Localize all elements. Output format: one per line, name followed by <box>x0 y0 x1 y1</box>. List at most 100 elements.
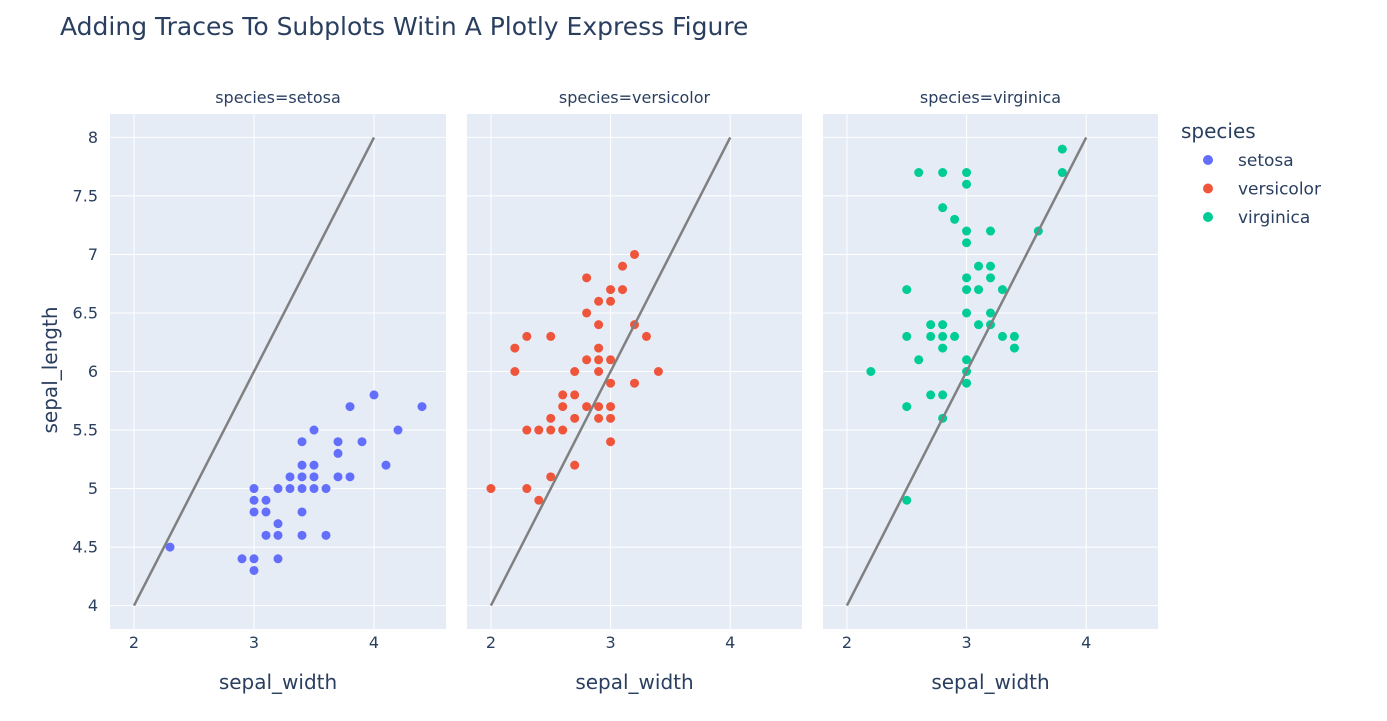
data-point <box>285 472 295 482</box>
legend-item-virginica[interactable]: virginica <box>1203 208 1310 228</box>
data-point <box>393 425 403 435</box>
x-tick-label: 4 <box>369 633 379 652</box>
legend-item-versicolor[interactable]: versicolor <box>1203 180 1321 200</box>
data-point <box>594 413 604 423</box>
data-point <box>417 402 427 412</box>
x-tick-label: 4 <box>725 633 735 652</box>
points-versicolor <box>486 249 663 505</box>
data-point <box>594 320 604 330</box>
data-point <box>926 390 936 400</box>
data-point <box>297 472 307 482</box>
data-point <box>582 308 592 318</box>
data-point <box>962 179 972 189</box>
legend-marker <box>1203 212 1213 222</box>
data-point <box>606 285 616 295</box>
data-point <box>618 261 628 271</box>
reference-line <box>845 136 1088 607</box>
data-point <box>546 331 556 341</box>
y-tick-label: 8 <box>88 128 98 147</box>
data-point <box>582 402 592 412</box>
data-point <box>558 390 568 400</box>
data-point <box>962 308 972 318</box>
data-point <box>369 390 379 400</box>
data-point <box>926 320 936 330</box>
data-point <box>261 495 271 505</box>
data-point <box>297 437 307 447</box>
data-point <box>902 331 912 341</box>
data-point <box>522 425 532 435</box>
data-point <box>534 495 544 505</box>
data-point <box>986 261 995 271</box>
data-point <box>962 238 972 248</box>
data-point <box>297 507 307 517</box>
x-axis-title: sepal_width <box>219 670 337 694</box>
data-point <box>974 261 984 271</box>
y-tick-labels: 4 4.5 5 5.5 6 6.5 7 7.5 8 <box>73 128 98 615</box>
y-tick-label: 5 <box>88 479 98 498</box>
data-point <box>309 472 319 482</box>
data-point <box>558 425 568 435</box>
data-point <box>962 378 972 388</box>
data-point <box>345 402 355 412</box>
data-point <box>273 554 283 564</box>
y-tick-label: 7 <box>88 245 98 264</box>
data-point <box>273 519 283 529</box>
data-point <box>938 390 948 400</box>
data-point <box>938 343 948 353</box>
legend-title: species <box>1181 119 1256 143</box>
data-point <box>974 285 984 295</box>
data-point <box>866 367 876 376</box>
data-point <box>938 320 948 330</box>
data-point <box>249 565 259 575</box>
data-point <box>997 285 1007 295</box>
chart-title: Adding Traces To Subplots Witin A Plotly… <box>60 12 748 41</box>
data-point <box>558 402 568 412</box>
data-point <box>606 296 616 306</box>
legend-marker <box>1203 183 1213 194</box>
x-axis-title: sepal_width <box>575 670 693 694</box>
x-tick-label: 2 <box>129 633 139 652</box>
data-point <box>570 390 580 400</box>
data-point <box>914 168 924 178</box>
data-point <box>630 378 639 388</box>
y-tick-label: 4.5 <box>73 538 98 557</box>
data-point <box>546 413 556 423</box>
data-point <box>641 331 651 341</box>
legend-marker <box>1203 155 1213 165</box>
data-point <box>1009 343 1019 353</box>
data-point <box>582 273 592 283</box>
data-point <box>249 484 259 494</box>
data-point <box>938 331 948 341</box>
facet-panels: 2 3 4 species=setosa sepal_width 2 3 4 species=v… <box>73 88 1158 694</box>
data-point <box>273 484 283 494</box>
facet-label-virginica: species=virginica <box>920 88 1061 107</box>
data-point <box>381 460 391 470</box>
y-axis-title: sepal_length <box>38 307 62 434</box>
data-point <box>357 437 367 447</box>
data-point <box>594 296 604 306</box>
data-point <box>962 273 972 283</box>
data-point <box>522 484 532 494</box>
legend-label: versicolor <box>1238 180 1321 200</box>
x-tick-label: 3 <box>961 633 971 652</box>
data-point <box>570 367 580 376</box>
data-point <box>546 472 556 482</box>
data-point <box>594 367 604 376</box>
legend-item-setosa[interactable]: setosa <box>1203 151 1294 171</box>
data-point <box>962 285 972 295</box>
data-point <box>261 507 271 517</box>
x-axis-title: sepal_width <box>931 670 1049 694</box>
y-tick-label: 4 <box>88 596 98 615</box>
data-point <box>997 331 1007 341</box>
data-point <box>974 320 984 330</box>
facet-label-setosa: species=setosa <box>215 88 341 107</box>
data-point <box>594 355 604 365</box>
data-point <box>606 402 616 412</box>
data-point <box>297 484 307 494</box>
data-point <box>938 168 948 178</box>
data-point <box>333 437 343 447</box>
data-point <box>986 226 995 236</box>
data-point <box>570 413 580 423</box>
data-point <box>333 472 343 482</box>
data-point <box>950 214 960 224</box>
